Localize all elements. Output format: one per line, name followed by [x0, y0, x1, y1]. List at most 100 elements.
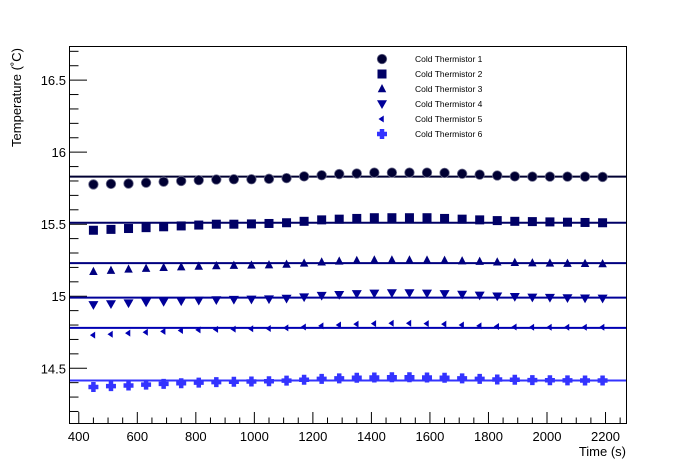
data-point	[125, 329, 131, 337]
data-point	[177, 327, 183, 335]
data-point	[281, 375, 292, 386]
data-point	[386, 372, 397, 383]
data-point	[176, 378, 187, 389]
data-point	[264, 218, 274, 228]
data-point	[211, 174, 222, 185]
data-point	[457, 290, 468, 300]
data-point	[229, 260, 239, 269]
x-tick-label: 1600	[415, 429, 444, 444]
data-point	[265, 324, 271, 332]
data-point	[405, 255, 414, 264]
data-point	[457, 256, 467, 265]
data-point	[598, 258, 607, 268]
data-point	[263, 173, 275, 184]
data-point	[230, 325, 236, 333]
data-point	[510, 216, 520, 226]
data-point	[404, 289, 415, 299]
legend: Cold Thermistor 1 Cold Thermistor 2 Cold T…	[376, 53, 483, 139]
data-point	[316, 373, 327, 384]
legend-label: Cold Thermistor 6	[415, 129, 483, 139]
data-point	[527, 293, 538, 303]
data-point	[194, 261, 204, 270]
data-point	[141, 263, 151, 272]
data-point	[142, 328, 148, 336]
data-point	[89, 266, 98, 275]
data-point	[140, 177, 152, 188]
x-tick-label: 400	[68, 429, 90, 444]
data-point	[439, 372, 450, 383]
data-point	[599, 323, 605, 331]
data-point	[597, 375, 608, 386]
data-point	[334, 373, 345, 384]
data-point	[158, 378, 169, 389]
data-point	[211, 377, 222, 388]
data-point	[195, 326, 201, 334]
data-point	[404, 372, 415, 383]
data-point	[544, 375, 555, 386]
data-point	[351, 372, 362, 383]
data-point	[211, 296, 222, 305]
legend-marker	[378, 115, 384, 123]
data-point	[369, 372, 380, 383]
data-point	[124, 264, 133, 273]
data-point	[563, 258, 572, 267]
data-point	[89, 331, 96, 339]
data-point	[352, 213, 362, 223]
legend-label: Cold Thermistor 2	[415, 69, 483, 79]
data-point	[386, 167, 398, 178]
x-tick-label: 1800	[474, 429, 503, 444]
data-point	[544, 293, 555, 303]
data-point	[580, 217, 590, 227]
data-point	[281, 172, 292, 184]
data-point	[476, 322, 482, 330]
legend-label: Cold Thermistor 3	[415, 84, 483, 94]
legend-label: Cold Thermistor 4	[415, 99, 483, 109]
data-point	[369, 167, 380, 178]
data-point	[124, 224, 134, 234]
data-point	[458, 321, 464, 329]
data-point	[580, 258, 590, 268]
data-point	[492, 257, 502, 266]
data-point	[457, 214, 467, 224]
data-point	[176, 175, 187, 187]
x-tick-label: 1400	[357, 429, 386, 444]
data-point	[353, 320, 359, 328]
data-point	[405, 319, 412, 327]
x-tick-label: 1000	[240, 429, 269, 444]
data-point	[351, 290, 362, 299]
data-point	[511, 323, 517, 331]
data-point	[369, 289, 380, 299]
data-point	[581, 323, 587, 331]
data-point	[299, 293, 310, 303]
data-point	[318, 322, 324, 330]
data-point	[176, 221, 186, 231]
data-point	[105, 178, 117, 190]
data-point	[387, 255, 397, 264]
data-point	[176, 297, 187, 307]
data-point	[246, 174, 257, 185]
data-point	[317, 257, 326, 266]
data-point	[123, 178, 134, 189]
data-point	[193, 296, 204, 306]
data-point	[88, 381, 99, 392]
data-point	[193, 377, 204, 388]
data-point	[597, 294, 608, 304]
y-tick-label: 15.5	[41, 217, 66, 232]
data-point	[247, 260, 256, 269]
y-tick-label: 16.5	[41, 73, 66, 88]
data-point	[562, 171, 573, 182]
data-point	[228, 174, 240, 185]
data-point	[527, 171, 538, 182]
data-point	[107, 330, 113, 338]
data-point	[228, 376, 239, 387]
data-point	[527, 217, 537, 227]
data-point	[141, 379, 152, 390]
data-point	[159, 222, 169, 232]
data-point	[474, 291, 485, 301]
data-point	[562, 217, 572, 227]
x-tick-label: 600	[126, 429, 148, 444]
plot-frame	[69, 46, 627, 424]
data-point	[528, 323, 535, 331]
data-point	[598, 218, 608, 228]
data-point	[158, 297, 169, 307]
